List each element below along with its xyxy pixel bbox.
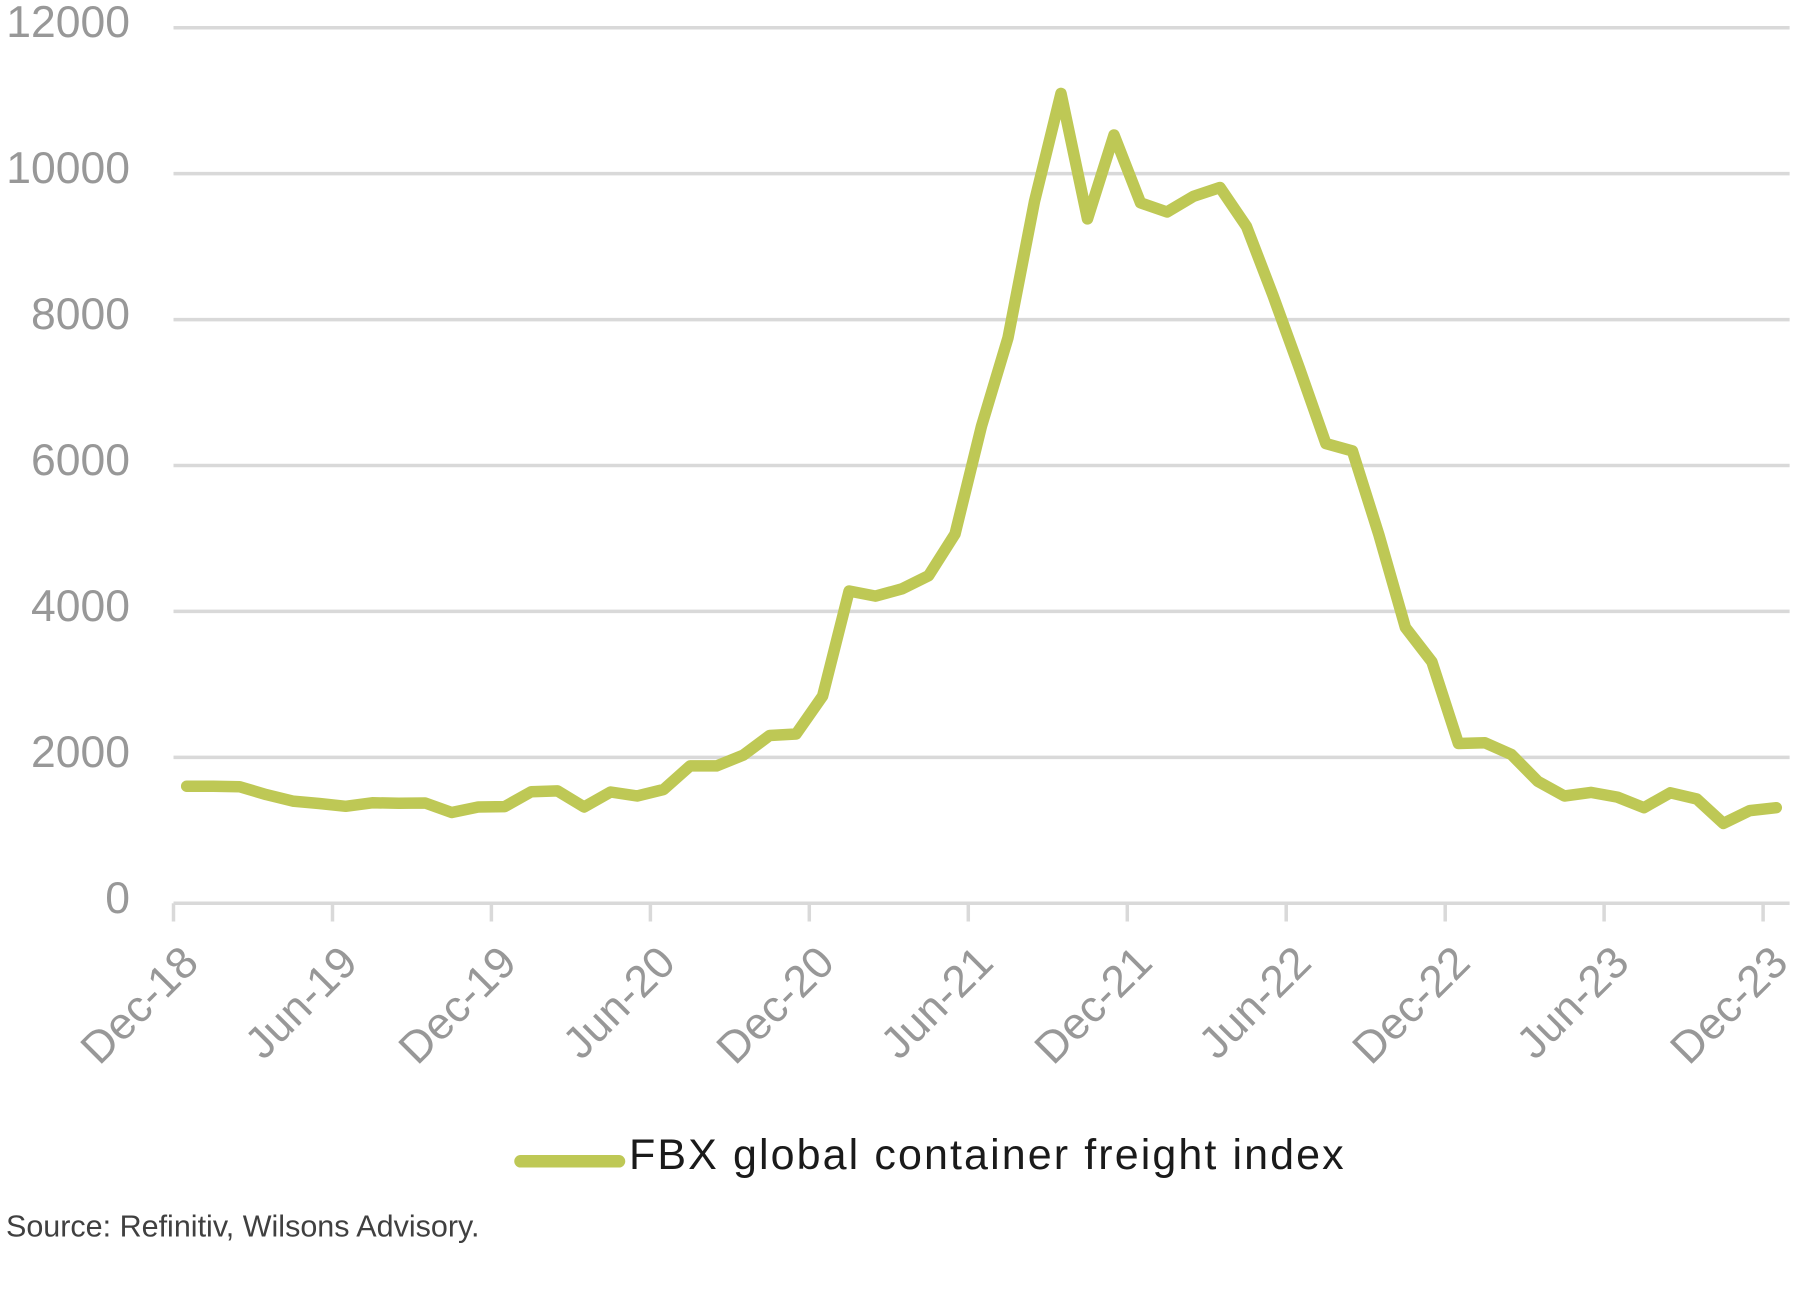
svg-text:Source: Refinitiv, Wilsons Adv: Source: Refinitiv, Wilsons Advisory. [6, 1209, 479, 1243]
svg-text:10000: 10000 [6, 144, 130, 193]
svg-text:8000: 8000 [31, 290, 130, 339]
svg-text:2000: 2000 [31, 728, 130, 777]
svg-text:4000: 4000 [31, 582, 130, 631]
svg-text:0: 0 [105, 874, 130, 923]
svg-text:12000: 12000 [6, 0, 130, 47]
svg-text:6000: 6000 [31, 436, 130, 485]
svg-text:FBX global container freight i: FBX global container freight index [629, 1131, 1346, 1179]
